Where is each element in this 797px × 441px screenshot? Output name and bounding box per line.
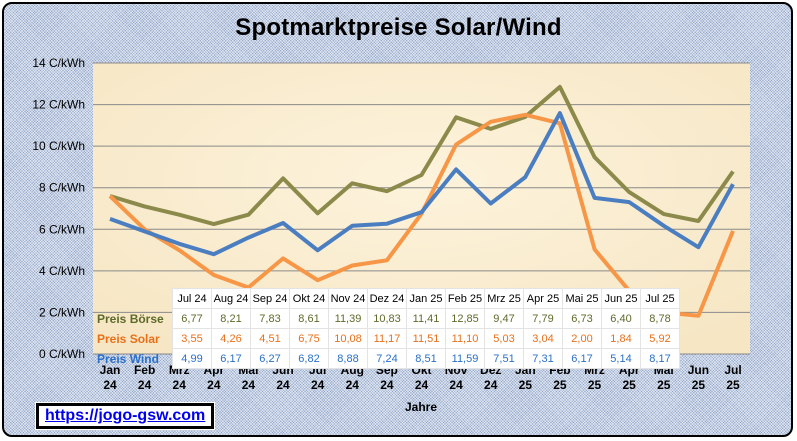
x-tick-label: 24 xyxy=(311,378,325,392)
row-label: Preis Solar xyxy=(97,331,160,346)
table-cell: 6,82 xyxy=(289,348,329,369)
x-tick-label: 25 xyxy=(657,378,671,392)
table-month-header: Jul 24 xyxy=(172,288,212,309)
table-cell: 5,03 xyxy=(484,328,524,349)
table-cell: 7,83 xyxy=(250,308,290,329)
table-cell: 1,84 xyxy=(601,328,641,349)
y-tick-label: 12 C/kWh xyxy=(32,98,85,112)
table-cell: 11,51 xyxy=(406,328,446,349)
table-cell: 8,78 xyxy=(640,308,680,329)
y-tick-label: 0 C/kWh xyxy=(39,347,85,361)
table-cell: 6,73 xyxy=(562,308,602,329)
table-month-header: Jun 25 xyxy=(601,288,641,309)
chart-title: Spotmarktpreise Solar/Wind xyxy=(235,14,562,41)
table-cell: 6,17 xyxy=(562,348,602,369)
table-month-header: Feb 25 xyxy=(445,288,485,309)
x-tick-label: 25 xyxy=(519,378,533,392)
table-cell: 11,17 xyxy=(367,328,407,349)
table-month-header: Dez 24 xyxy=(367,288,407,309)
table-month-header: Jul 25 xyxy=(640,288,680,309)
x-tick-label: 24 xyxy=(484,378,498,392)
y-tick-label: 6 C/kWh xyxy=(39,222,85,236)
table-cell: 7,31 xyxy=(523,348,563,369)
table-cell: 11,39 xyxy=(328,308,368,329)
table-month-header: Jan 25 xyxy=(406,288,446,309)
table-cell: 6,40 xyxy=(601,308,641,329)
x-tick-label: Feb xyxy=(134,363,155,377)
table-cell: 2,00 xyxy=(562,328,602,349)
table-cell: 11,59 xyxy=(445,348,485,369)
y-tick-label: 8 C/kWh xyxy=(39,181,85,195)
table-cell: 8,88 xyxy=(328,348,368,369)
table-cell: 11,41 xyxy=(406,308,446,329)
table-cell: 12,85 xyxy=(445,308,485,329)
table-cell: 3,55 xyxy=(172,328,212,349)
x-tick-label: 24 xyxy=(138,378,152,392)
x-tick-label: 24 xyxy=(207,378,221,392)
table-cell: 7,51 xyxy=(484,348,524,369)
x-tick-label: 25 xyxy=(692,378,706,392)
table-cell: 6,17 xyxy=(211,348,251,369)
table-month-header: Okt 24 xyxy=(289,288,329,309)
table-row-wind: Preis Wind 4,99 6,17 6,27 6,82 8,88 7,24 8,51 11… xyxy=(95,348,680,369)
x-tick-label: 24 xyxy=(380,378,394,392)
data-table: Jul 24 Aug 24 Sep 24 Okt 24 Nov 24 Dez 24 Jan … xyxy=(95,288,680,369)
y-tick-label: 4 C/kWh xyxy=(39,264,85,278)
table-cell: 8,61 xyxy=(289,308,329,329)
table-corner xyxy=(95,289,173,309)
y-tick-label: 2 C/kWh xyxy=(39,305,85,319)
series-line-wind xyxy=(109,111,735,257)
table-cell: 10,08 xyxy=(328,328,368,349)
table-cell: 4,26 xyxy=(211,328,251,349)
x-tick-label: 25 xyxy=(553,378,567,392)
table-month-header: Mrz 25 xyxy=(484,288,524,309)
x-tick-label: 24 xyxy=(242,378,256,392)
table-cell: 10,83 xyxy=(367,308,407,329)
website-link[interactable]: https://jogo-gsw.com xyxy=(34,402,216,430)
table-row-solar: Preis Solar 3,55 4,26 4,51 6,75 10,08 11,17 11,… xyxy=(95,328,680,349)
table-month-header: Nov 24 xyxy=(328,288,368,309)
table-cell: 4,99 xyxy=(172,348,212,369)
table-cell: 9,47 xyxy=(484,308,524,329)
table-cell: 6,77 xyxy=(172,308,212,329)
table-month-header: Mai 25 xyxy=(562,288,602,309)
x-tick-label: Jan xyxy=(100,363,121,377)
row-label: Preis Börse xyxy=(97,311,164,326)
table-cell: 7,24 xyxy=(367,348,407,369)
table-cell: 5,14 xyxy=(601,348,641,369)
y-tick-label: 10 C/kWh xyxy=(32,139,85,153)
x-tick-label: Jun xyxy=(688,363,709,377)
table-month-header: Aug 24 xyxy=(211,288,251,309)
x-tick-label: 24 xyxy=(103,378,117,392)
table-cell: 6,27 xyxy=(250,348,290,369)
x-tick-label: 25 xyxy=(588,378,602,392)
x-tick-label: 24 xyxy=(346,378,360,392)
x-tick-label: 24 xyxy=(173,378,187,392)
table-month-header: Apr 25 xyxy=(523,288,563,309)
x-tick-label: 25 xyxy=(622,378,636,392)
table-header-row: Jul 24 Aug 24 Sep 24 Okt 24 Nov 24 Dez 24 Jan … xyxy=(95,288,680,309)
table-cell: 8,51 xyxy=(406,348,446,369)
table-cell: 5,92 xyxy=(640,328,680,349)
table-cell: 11,10 xyxy=(445,328,485,349)
x-tick-label: 24 xyxy=(415,378,429,392)
series-line-boerse xyxy=(109,84,735,227)
x-tick-label: 24 xyxy=(276,378,290,392)
x-axis-title: Jahre xyxy=(405,400,437,414)
x-tick-label: 25 xyxy=(726,378,740,392)
x-tick-label: 24 xyxy=(449,378,463,392)
table-cell: 8,17 xyxy=(640,348,680,369)
table-cell: 7,79 xyxy=(523,308,563,329)
y-tick-label: 14 C/kWh xyxy=(32,56,85,70)
table-month-header: Sep 24 xyxy=(250,288,290,309)
x-tick-label: Jul xyxy=(724,363,741,377)
row-label: Preis Wind xyxy=(97,351,159,366)
table-cell: 4,51 xyxy=(250,328,290,349)
table-cell: 3,04 xyxy=(523,328,563,349)
table-row-boerse: Preis Börse 6,77 8,21 7,83 8,61 11,39 10,83 11,… xyxy=(95,308,680,329)
table-cell: 8,21 xyxy=(211,308,251,329)
table-cell: 6,75 xyxy=(289,328,329,349)
